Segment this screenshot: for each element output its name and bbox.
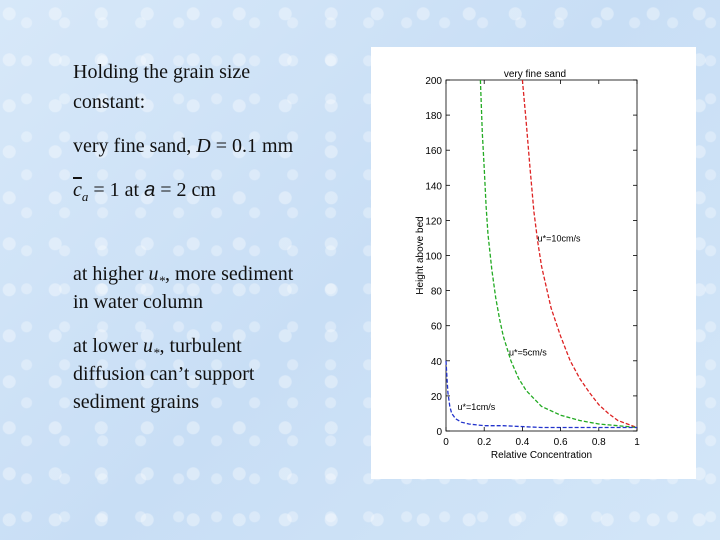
y-axis-label: Height above bed (415, 216, 426, 294)
y-tick-label: 120 (425, 216, 442, 227)
sand-suffix: = 0.1 mm (210, 135, 294, 157)
chart-title: very fine sand (504, 69, 566, 80)
u-subscript-2: * (152, 345, 160, 360)
axis-ticks: 0 0.2 0.4 0.6 0.8 1 0 20 40 60 80 100 120 140 160 180 20… (425, 76, 640, 448)
x-tick-label: 0 (443, 437, 449, 448)
y-tick-label: 180 (425, 111, 442, 122)
y-tick-label: 200 (425, 76, 442, 87)
higher-u-line-1: at higher u*, more sediment (73, 262, 293, 293)
sand-size-line: very fine sand, D = 0.1 mm (73, 134, 293, 158)
y-tick-label: 60 (431, 322, 443, 333)
x-tick-label: 0.6 (554, 437, 568, 448)
x-tick-label: 0.2 (477, 437, 491, 448)
y-tick-label: 140 (425, 181, 442, 192)
series-line (445, 360, 637, 429)
y-tick-label: 40 (431, 357, 443, 368)
x-tick-label: 0.8 (592, 437, 606, 448)
series-label: u*=1cm/s (457, 402, 495, 412)
x-tick-label: 1 (634, 437, 640, 448)
u-subscript-1: * (158, 273, 166, 288)
ca-subscript: a (81, 189, 89, 204)
lower-u-line-1: at lower u*, turbulent (73, 334, 242, 365)
reference-concentration-line: ca = 1 at a = 2 cm (73, 178, 216, 209)
series-line (521, 79, 638, 429)
sand-variable: D (196, 135, 211, 157)
higher-prefix: at higher (73, 263, 149, 285)
a-variable: a (144, 179, 156, 201)
heading-line-2: constant: (73, 91, 146, 113)
lower-u-line-3: sediment grains (73, 391, 200, 413)
u-variable-2: u (142, 335, 153, 357)
higher-suffix: , more sediment (165, 263, 294, 285)
u-variable-1: u (148, 263, 159, 285)
sand-prefix: very fine sand, (73, 135, 197, 157)
x-axis-label: Relative Concentration (491, 450, 592, 461)
plot-frame (445, 79, 638, 432)
series-layer: u*=10cm/s u*=5cm/s u*=1cm/s (445, 79, 638, 429)
ca-tail: = 2 cm (155, 179, 216, 201)
ca-variable: c (73, 179, 82, 201)
lower-suffix: , turbulent (159, 335, 242, 357)
ca-mid: = 1 at (88, 179, 145, 201)
y-tick-label: 100 (425, 252, 442, 263)
higher-u-line-2: in water column (73, 291, 203, 313)
lower-u-line-2: diffusion can’t support (73, 363, 255, 385)
concentration-profile-chart: 0 0.2 0.4 0.6 0.8 1 0 20 40 60 80 100 120 140 160 180 20… (415, 69, 640, 461)
series-line (479, 79, 638, 429)
y-tick-label: 80 (431, 287, 443, 298)
plot-border (445, 79, 638, 432)
heading-line-1: Holding the grain size (73, 61, 251, 83)
y-tick-label: 0 (436, 427, 442, 438)
lower-prefix: at lower (73, 335, 143, 357)
series-label: u*=10cm/s (538, 233, 581, 243)
chart-panel: 0 0.2 0.4 0.6 0.8 1 0 20 40 60 80 100 120 140 160 180 20… (371, 47, 696, 479)
y-tick-label: 20 (431, 392, 443, 403)
y-tick-label: 160 (425, 146, 442, 157)
series-label: u*=5cm/s (509, 348, 547, 358)
x-tick-label: 0.4 (515, 437, 529, 448)
